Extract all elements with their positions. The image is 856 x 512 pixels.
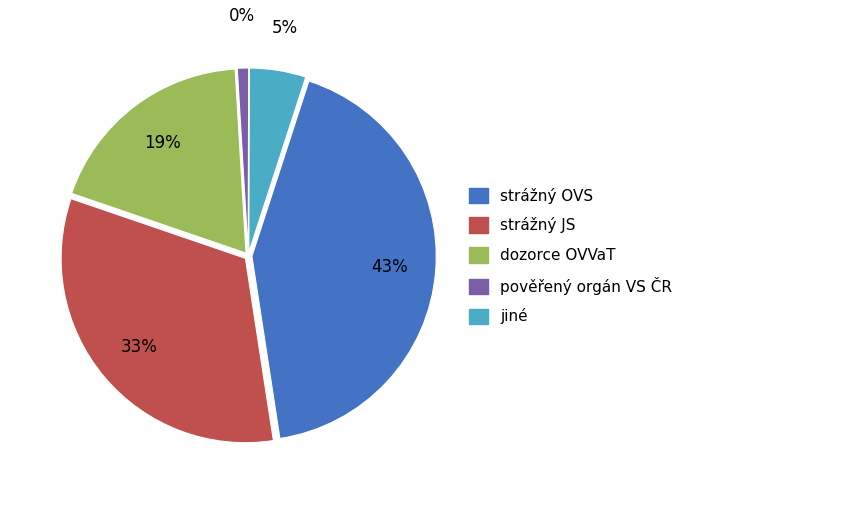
Wedge shape xyxy=(72,69,246,253)
Text: 33%: 33% xyxy=(121,338,158,356)
Wedge shape xyxy=(252,81,437,438)
Wedge shape xyxy=(61,199,273,443)
Legend: strážný OVS, strážný JS, dozorce OVVaT, pověřený orgán VS ČR, jiné: strážný OVS, strážný JS, dozorce OVVaT, … xyxy=(463,181,678,331)
Text: 19%: 19% xyxy=(144,134,181,152)
Text: 43%: 43% xyxy=(372,259,408,276)
Text: 5%: 5% xyxy=(271,19,298,37)
Wedge shape xyxy=(237,68,249,252)
Wedge shape xyxy=(249,68,306,252)
Text: 0%: 0% xyxy=(229,8,254,26)
